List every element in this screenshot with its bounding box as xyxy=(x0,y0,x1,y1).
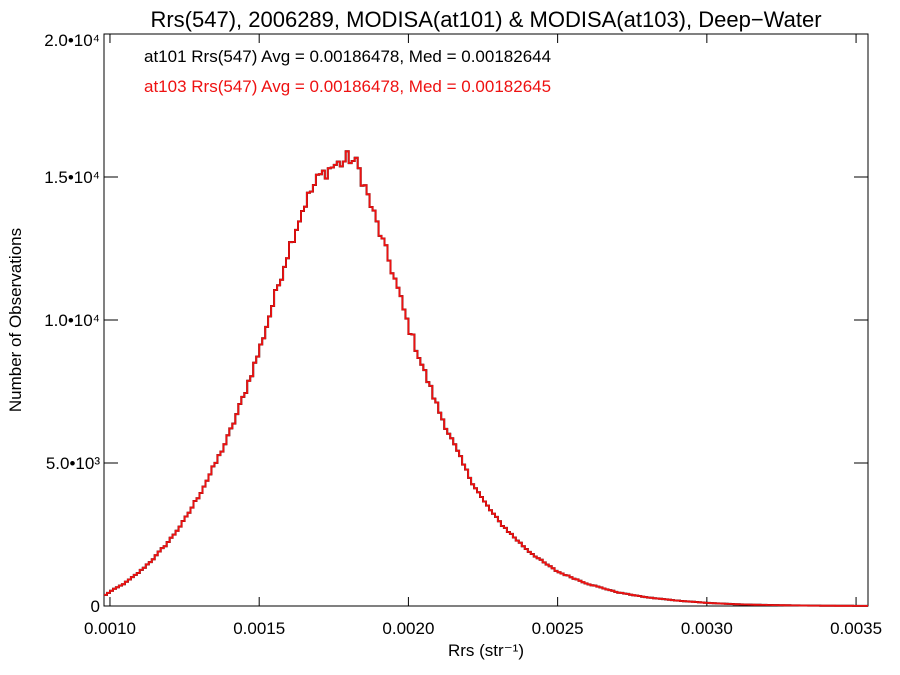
x-axis-label: Rrs (str⁻¹) xyxy=(448,641,524,660)
y-tick-label: 2.0•10⁴ xyxy=(44,31,100,50)
plot-frame xyxy=(103,33,869,607)
plot-area xyxy=(104,150,868,607)
x-tick-label: 0.0015 xyxy=(233,619,285,638)
x-tick-label: 0.0020 xyxy=(382,619,434,638)
y-tick-label: 5.0•10³ xyxy=(46,454,100,473)
x-axis: 0.0010 0.0015 0.0020 0.0025 0.0030 0.0035 xyxy=(84,34,882,638)
y-tick-label: 0 xyxy=(91,597,100,616)
y-axis: 0 5.0•10³ 1.0•10⁴ 1.5•10⁴ 2.0•10⁴ xyxy=(44,31,868,616)
y-tick-label: 1.5•10⁴ xyxy=(44,168,100,187)
x-tick-label: 0.0025 xyxy=(532,619,584,638)
x-tick-label: 0.0035 xyxy=(830,619,882,638)
annotation-at103: at103 Rrs(547) Avg = 0.00186478, Med = 0… xyxy=(144,77,551,96)
annotation-at101: at101 Rrs(547) Avg = 0.00186478, Med = 0… xyxy=(144,47,551,66)
y-axis-label: Number of Observations xyxy=(6,228,25,412)
x-tick-label: 0.0030 xyxy=(681,619,733,638)
histogram-at103 xyxy=(104,150,868,607)
histogram-at101 xyxy=(104,150,868,607)
y-tick-label: 1.0•10⁴ xyxy=(44,311,100,330)
chart-title: Rrs(547), 2006289, MODISA(at101) & MODIS… xyxy=(150,7,821,32)
x-tick-label: 0.0010 xyxy=(84,619,136,638)
